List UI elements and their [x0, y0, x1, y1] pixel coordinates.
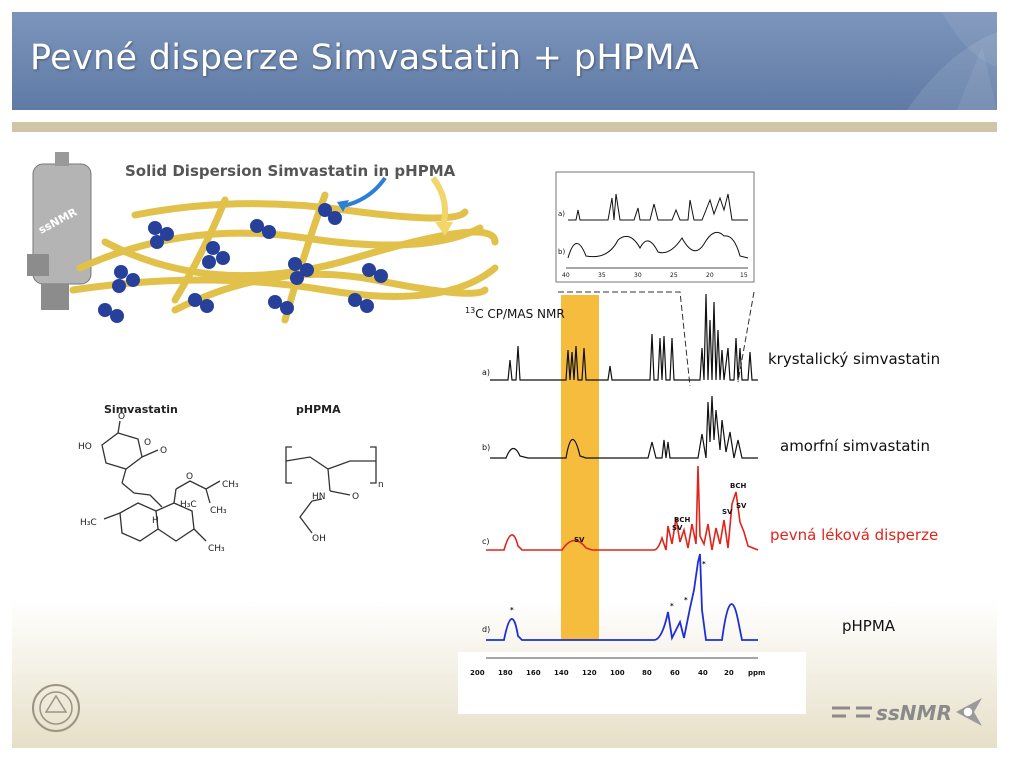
label-solid-dispersion: pevná léková disperze [770, 526, 939, 544]
svg-text:40: 40 [562, 272, 570, 279]
inset-label-b: b) [558, 248, 565, 256]
title-rule [12, 122, 997, 132]
svg-text:SV: SV [672, 524, 683, 532]
trace-crystalline-simvastatin [490, 293, 758, 381]
svg-text:CH₃: CH₃ [222, 480, 239, 490]
svg-text:CH₃: CH₃ [208, 544, 225, 554]
svg-text:20: 20 [706, 272, 714, 279]
title-accent-decoration [907, 12, 997, 110]
svg-text:40: 40 [698, 669, 708, 677]
svg-text:OH: OH [312, 534, 326, 544]
ssnmr-logo-text: ssNMR [876, 701, 952, 725]
trace-phpma [486, 553, 758, 641]
svg-text:180: 180 [498, 669, 513, 677]
svg-text:n: n [378, 480, 384, 490]
title-bar: Pevné disperze Simvastatin + pHPMA [12, 12, 997, 110]
inset-spectra: a) b) 40 35 30 25 20 15 [555, 171, 755, 283]
svg-text:H₃C: H₃C [80, 518, 97, 528]
institute-seal-logo [32, 684, 80, 732]
svg-text:*: * [684, 596, 688, 604]
svg-text:O: O [144, 438, 151, 448]
svg-text:CH₃: CH₃ [210, 506, 227, 516]
phpma-structure-label: pHPMA [296, 403, 341, 416]
axis-background [458, 652, 806, 714]
svg-text:60: 60 [670, 669, 680, 677]
svg-text:*: * [702, 560, 706, 568]
polymer-strands [69, 191, 499, 324]
svg-text:BCH: BCH [674, 516, 690, 524]
peak-annotations: SV SV SV SV BCH BCH * * * * [510, 482, 747, 614]
trace-solid-dispersion [486, 465, 759, 551]
svg-text:SV: SV [574, 536, 585, 544]
caption-pointer-arrows [337, 176, 453, 236]
illustration-caption: Solid Dispersion Simvastatin in pHPMA [125, 162, 456, 180]
svg-text:H: H [152, 516, 159, 526]
svg-text:*: * [510, 606, 514, 614]
simvastatin-structure-label: Simvastatin [104, 403, 178, 416]
highlight-band [561, 295, 599, 640]
inset-trace-b [567, 231, 749, 259]
svg-text:20: 20 [724, 669, 734, 677]
svg-text:HN: HN [312, 492, 326, 502]
svg-text:O: O [352, 492, 359, 502]
svg-text:d): d) [482, 625, 490, 634]
svg-text:SV: SV [722, 508, 733, 516]
svg-text:BCH: BCH [730, 482, 746, 490]
svg-text:a): a) [482, 368, 490, 377]
drug-molecule-clusters [98, 203, 388, 323]
simvastatin-atoms: HO O O O O H H₃C H₃C CH₃ CH₃ CH₃ [78, 412, 239, 554]
x-axis-ticks: 200 180 160 140 120 100 80 60 40 20 ppm [470, 669, 765, 677]
inset-ticks: 40 35 30 25 20 15 [562, 272, 748, 279]
svg-text:O: O [118, 412, 125, 422]
svg-text:O: O [186, 472, 193, 482]
svg-text:SV: SV [736, 502, 747, 510]
svg-text:b): b) [482, 443, 490, 452]
solid-dispersion-illustration: ssNMR S [27, 152, 499, 324]
svg-text:120: 120 [582, 669, 597, 677]
nmr-method-label: 13C CP/MAS NMR [465, 306, 565, 321]
label-phpma: pHPMA [842, 617, 896, 635]
svg-text:O: O [160, 446, 167, 456]
svg-text:35: 35 [598, 272, 606, 279]
simvastatin-structure [101, 420, 221, 542]
inset-label-a: a) [558, 210, 565, 218]
svg-text:160: 160 [526, 669, 541, 677]
svg-text:140: 140 [554, 669, 569, 677]
molecular-structures: Simvastatin pHPMA HO O O O O H H₃C H₃C [78, 403, 384, 554]
trace-amorphous-simvastatin [490, 395, 758, 459]
phpma-atoms: HN O OH n [312, 480, 384, 544]
svg-text:15: 15 [740, 272, 748, 279]
svg-text:100: 100 [610, 669, 625, 677]
svg-text:H₃C: H₃C [180, 500, 197, 510]
trace-letters: a) b) c) d) [482, 368, 490, 634]
phpma-structure [285, 446, 377, 534]
svg-text:25: 25 [670, 272, 678, 279]
svg-text:30: 30 [634, 272, 642, 279]
label-crystalline-simvastatin: krystalický simvastatin [768, 350, 941, 368]
slide-title: Pevné disperze Simvastatin + pHPMA [30, 38, 700, 78]
inset-trace-a [568, 193, 748, 221]
svg-text:80: 80 [642, 669, 652, 677]
svg-text:*: * [670, 602, 674, 610]
nmr-rotor-illustration: ssNMR [27, 152, 92, 310]
svg-text:200: 200 [470, 669, 485, 677]
ssnmr-logo: ssNMR [832, 698, 982, 726]
svg-text:ppm: ppm [748, 669, 765, 677]
nmr-spectra-panel: a) b) 40 35 30 25 20 15 a) b) c) d) [458, 171, 806, 714]
svg-text:HO: HO [78, 442, 92, 452]
svg-text:c): c) [482, 537, 490, 546]
label-amorphous-simvastatin: amorfní simvastatin [780, 437, 930, 455]
